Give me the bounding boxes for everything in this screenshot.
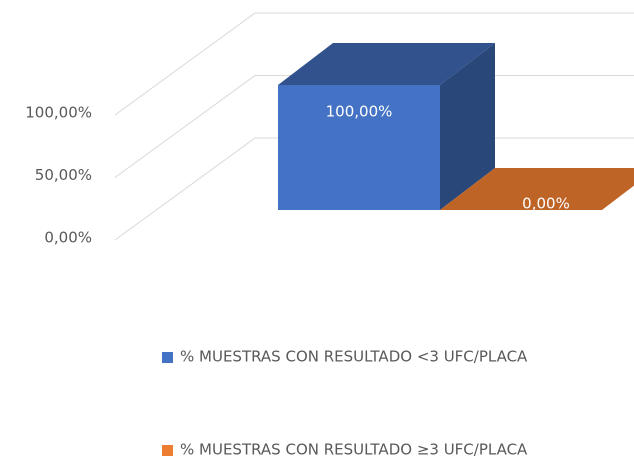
y-tick-label: 50,00% [35, 166, 92, 184]
legend-label: % MUESTRAS CON RESULTADO ≥3 UFC/PLACA [180, 441, 528, 459]
bar-front [278, 85, 440, 210]
grid-line [114, 12, 634, 116]
bar-top [440, 168, 634, 210]
legend-swatch [162, 445, 173, 456]
grid-line [114, 75, 634, 178]
legend-label: % MUESTRAS CON RESULTADO <3 UFC/PLACA [180, 348, 528, 366]
grid-line [114, 137, 634, 241]
data-label: 0,00% [522, 195, 570, 213]
legend-swatch [162, 352, 173, 363]
y-tick-label: 100,00% [25, 104, 92, 122]
y-tick-label: 0,00% [44, 229, 92, 247]
data-label: 100,00% [326, 103, 393, 121]
bar-top [278, 43, 495, 85]
bar-side [440, 43, 495, 210]
